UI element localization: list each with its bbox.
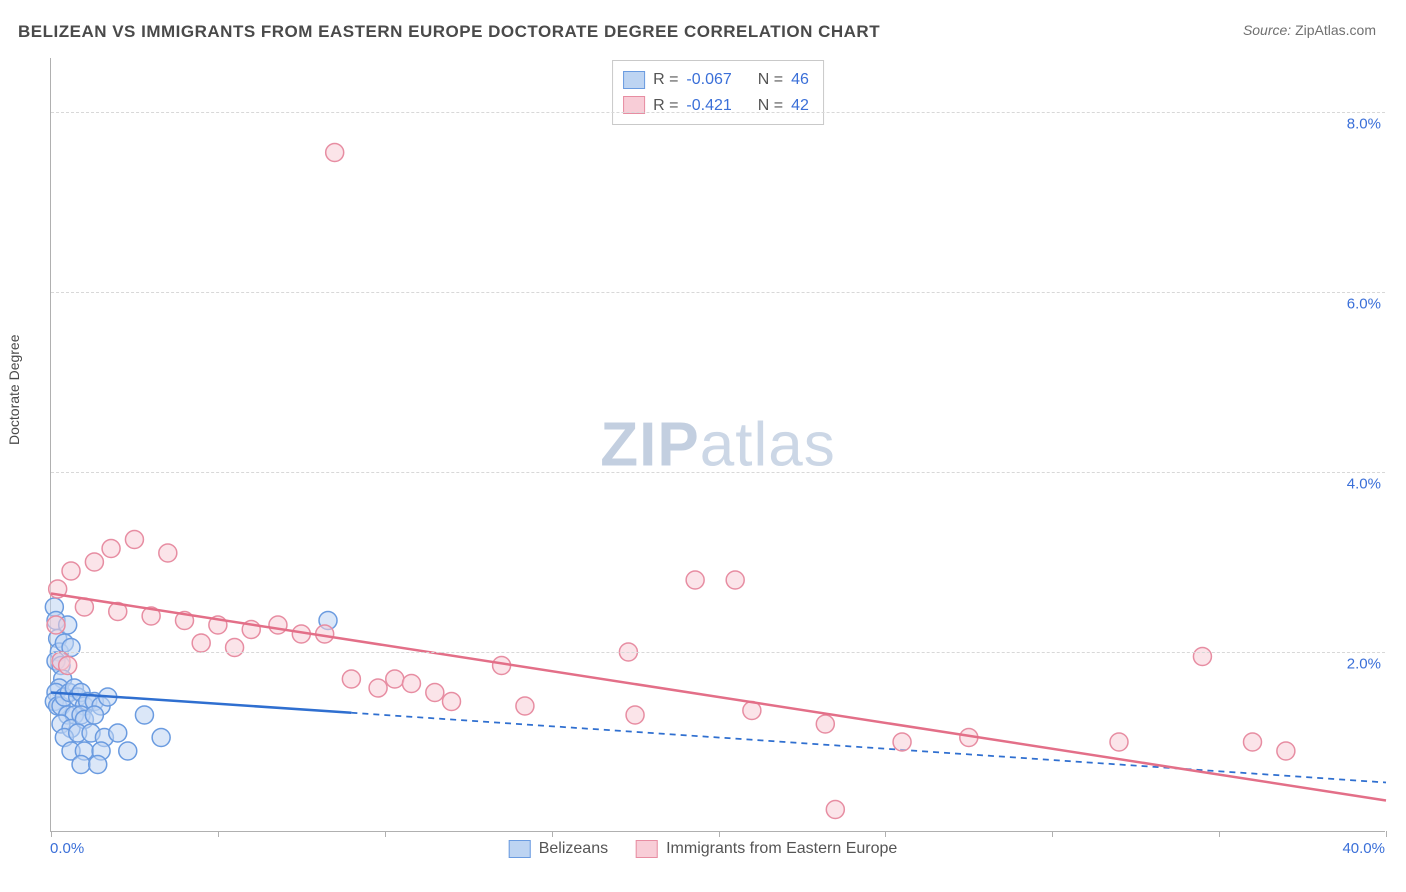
data-point	[816, 715, 834, 733]
y-tick-label: 4.0%	[1347, 476, 1387, 493]
data-point	[893, 733, 911, 751]
data-point	[47, 616, 65, 634]
data-point	[135, 706, 153, 724]
legend-item: Belizeans	[509, 840, 608, 858]
x-tick-label-min: 0.0%	[50, 840, 84, 857]
data-point	[686, 571, 704, 589]
data-point	[443, 693, 461, 711]
swatch-blue	[509, 840, 531, 858]
x-tick	[51, 831, 52, 837]
data-point	[269, 616, 287, 634]
data-point	[192, 634, 210, 652]
data-point	[62, 562, 80, 580]
chart-title: BELIZEAN VS IMMIGRANTS FROM EASTERN EURO…	[18, 22, 880, 42]
data-point	[85, 706, 103, 724]
legend-label: Immigrants from Eastern Europe	[666, 840, 897, 858]
data-point	[152, 729, 170, 747]
gridline-h	[51, 112, 1385, 113]
data-point	[826, 801, 844, 819]
gridline-h	[51, 472, 1385, 473]
x-tick-label-max: 40.0%	[1342, 840, 1385, 857]
x-tick	[552, 831, 553, 837]
data-point	[726, 571, 744, 589]
data-point	[1277, 742, 1295, 760]
x-tick	[719, 831, 720, 837]
data-point	[426, 684, 444, 702]
x-tick	[885, 831, 886, 837]
swatch-pink	[636, 840, 658, 858]
legend-item: Immigrants from Eastern Europe	[636, 840, 897, 858]
trend-line	[51, 594, 1386, 801]
gridline-h	[51, 652, 1385, 653]
legend-label: Belizeans	[539, 840, 608, 858]
data-point	[369, 679, 387, 697]
data-point	[125, 531, 143, 549]
data-point	[72, 756, 90, 774]
chart-svg	[51, 58, 1385, 831]
legend: Belizeans Immigrants from Eastern Europe	[509, 840, 898, 858]
data-point	[159, 544, 177, 562]
data-point	[109, 724, 127, 742]
data-point	[226, 639, 244, 657]
y-tick-label: 8.0%	[1347, 116, 1387, 133]
data-point	[402, 675, 420, 693]
data-point	[1110, 733, 1128, 751]
source-label: Source:	[1243, 22, 1291, 38]
data-point	[626, 706, 644, 724]
x-tick	[1386, 831, 1387, 837]
data-point	[59, 657, 77, 675]
data-point	[326, 144, 344, 162]
plot-area: ZIPatlas R = -0.067 N = 46 R = -0.421 N …	[50, 58, 1385, 832]
trend-line-extrapolated	[351, 713, 1386, 783]
data-point	[119, 742, 137, 760]
data-point	[386, 670, 404, 688]
y-axis-title: Doctorate Degree	[6, 334, 22, 445]
y-tick-label: 6.0%	[1347, 296, 1387, 313]
x-tick	[1219, 831, 1220, 837]
data-point	[1244, 733, 1262, 751]
y-tick-label: 2.0%	[1347, 656, 1387, 673]
data-point	[1193, 648, 1211, 666]
x-tick	[1052, 831, 1053, 837]
x-tick	[385, 831, 386, 837]
data-point	[89, 756, 107, 774]
gridline-h	[51, 292, 1385, 293]
data-point	[102, 540, 120, 558]
source-value: ZipAtlas.com	[1295, 22, 1376, 38]
x-tick	[218, 831, 219, 837]
data-point	[342, 670, 360, 688]
source-attribution: Source: ZipAtlas.com	[1243, 22, 1376, 38]
data-point	[516, 697, 534, 715]
data-point	[85, 553, 103, 571]
